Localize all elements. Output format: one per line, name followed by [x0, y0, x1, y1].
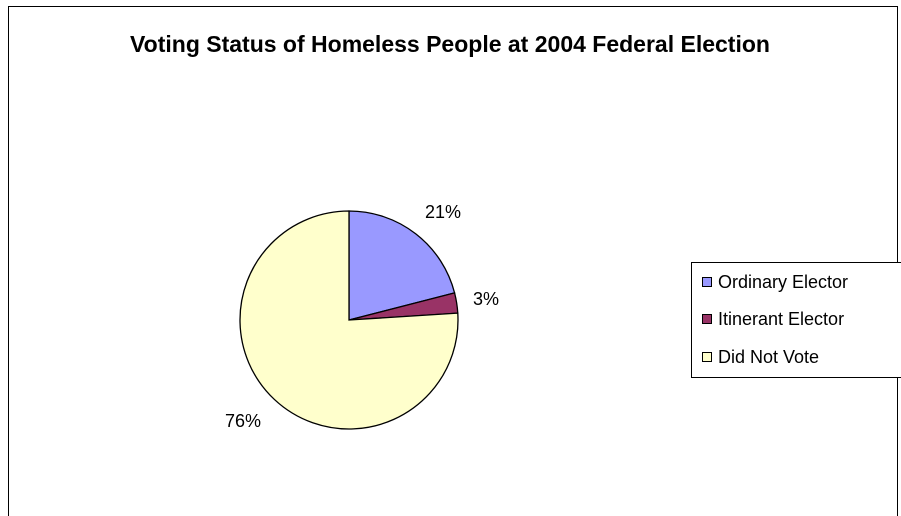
chart-area [8, 6, 898, 516]
legend-item-did-not-vote: Did Not Vote [702, 345, 819, 369]
chart-title: Voting Status of Homeless People at 2004… [130, 31, 770, 57]
legend-swatch [702, 277, 712, 287]
legend-label: Ordinary Elector [718, 271, 849, 292]
pie-slice-ordinary-elector [348, 210, 456, 321]
legend-swatch [702, 314, 712, 324]
pie-slice-did-not-vote [239, 210, 459, 430]
legend-item-ordinary-elector: Ordinary Elector [702, 270, 848, 294]
legend-item-itinerant-elector: Itinerant Elector [702, 307, 844, 331]
legend-swatch [702, 352, 712, 362]
data-label-did-not-vote: 76% [225, 411, 261, 431]
data-label-itinerant-elector: 3% [473, 289, 499, 309]
legend: Ordinary Elector Itinerant Elector Did N… [691, 262, 901, 378]
legend-label: Did Not Vote [718, 346, 820, 367]
data-label-ordinary-elector: 21% [425, 202, 461, 222]
legend-label: Itinerant Elector [718, 308, 845, 329]
